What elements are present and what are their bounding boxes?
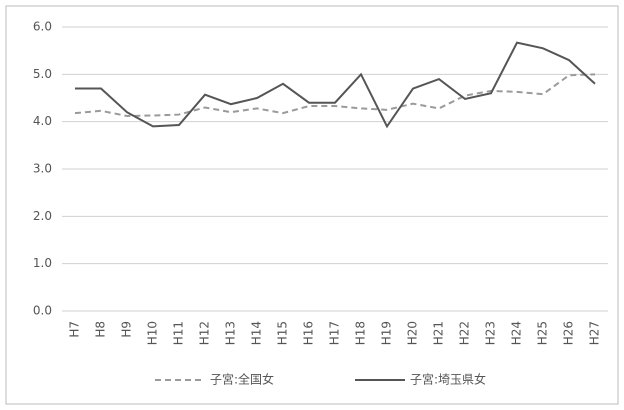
y-tick-label: 3.0 xyxy=(33,162,52,176)
line-series xyxy=(75,41,596,129)
y-tick-label: 4.0 xyxy=(33,114,52,128)
x-tick-label: H22 xyxy=(458,321,472,345)
x-tick-label: H17 xyxy=(328,321,342,345)
y-tick-label: 0.0 xyxy=(33,304,52,318)
y-tick-label: 1.0 xyxy=(33,256,52,270)
x-tick-label: H8 xyxy=(94,321,108,338)
x-tick-label: H19 xyxy=(380,321,394,345)
x-tick-label: H20 xyxy=(406,321,420,345)
x-tick-label: H23 xyxy=(484,321,498,345)
x-tick-label: H12 xyxy=(198,321,212,345)
chart-frame xyxy=(5,5,619,405)
x-tick-label: H11 xyxy=(172,321,186,345)
legend-label: 子宮:全国女 xyxy=(210,372,274,387)
y-tick-label: 5.0 xyxy=(33,67,52,81)
x-tick-label: H21 xyxy=(432,321,446,345)
y-tick-label: 6.0 xyxy=(33,20,52,34)
x-tick-label: H14 xyxy=(250,321,264,345)
x-tick-label: H26 xyxy=(562,321,576,345)
x-tick-label: H15 xyxy=(276,321,290,345)
x-tick-label: H16 xyxy=(302,321,316,345)
x-tick-label: H13 xyxy=(224,321,238,345)
y-tick-label: 2.0 xyxy=(33,209,52,223)
x-tick-label: H18 xyxy=(354,321,368,345)
line-series xyxy=(74,73,596,117)
x-tick-label: H25 xyxy=(536,321,550,345)
x-tick-label: H7 xyxy=(68,321,82,338)
x-tick-label: H24 xyxy=(510,321,524,345)
x-tick-label: H10 xyxy=(146,321,160,345)
legend-label: 子宮:埼玉県女 xyxy=(410,372,486,387)
x-tick-label: H9 xyxy=(120,321,134,338)
x-tick-label: H27 xyxy=(588,321,602,345)
